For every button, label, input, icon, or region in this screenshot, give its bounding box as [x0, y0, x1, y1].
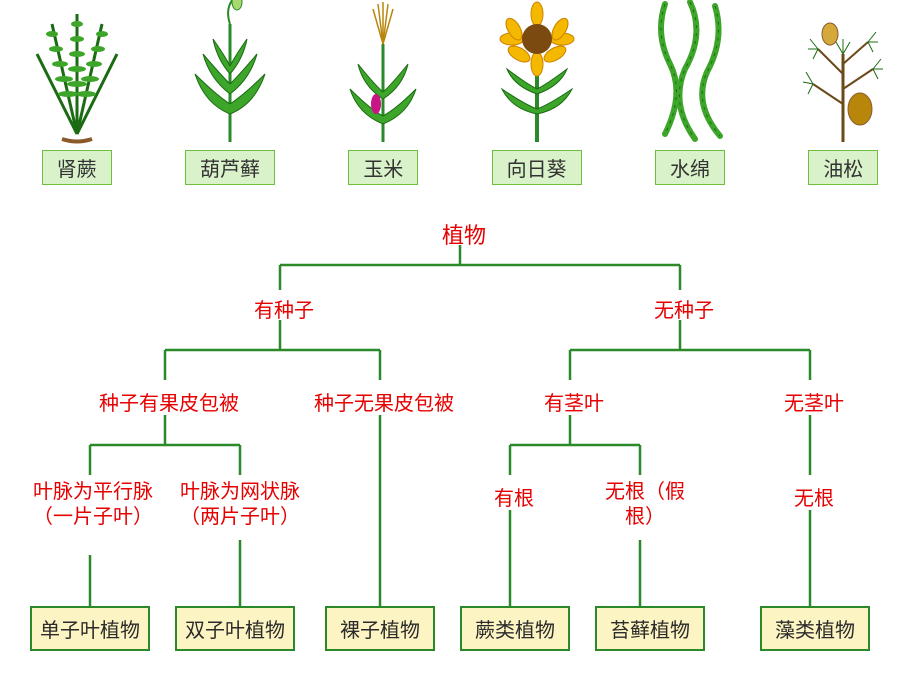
- plant-fern-illustration: [22, 0, 132, 144]
- node-has-seed: 有种子: [250, 292, 318, 325]
- plant-spirogyra: 水绵: [635, 0, 745, 185]
- plant-spirogyra-illustration: [635, 0, 745, 144]
- node-root: 植物: [438, 216, 490, 252]
- plant-pine: 油松: [788, 0, 898, 185]
- node-parallel-vein: 叶脉为平行脉（一片子叶）: [28, 478, 158, 532]
- node-net-vein: 叶脉为网状脉（两片子叶）: [175, 478, 305, 532]
- plant-spirogyra-label: 水绵: [655, 150, 725, 185]
- plant-moss-label: 葫芦藓: [185, 150, 275, 185]
- plant-moss-illustration: [175, 0, 285, 144]
- leaf-dicot: 双子叶植物: [175, 606, 295, 651]
- node-has-stem-leaf: 有茎叶: [540, 385, 608, 418]
- tree-connectors: [0, 190, 920, 660]
- plant-pine-illustration: [788, 0, 898, 144]
- node-no-root: 无根: [790, 480, 838, 513]
- plant-fern-label: 肾蕨: [42, 150, 112, 185]
- node-seed-covered: 种子有果皮包被: [95, 385, 243, 418]
- leaf-gymnosperm: 裸子植物: [325, 606, 435, 651]
- leaf-fern: 蕨类植物: [460, 606, 570, 651]
- plant-fern: 肾蕨: [22, 0, 132, 185]
- classification-tree: 植物 有种子 无种子 种子有果皮包被 种子无果皮包被 有茎叶 无茎叶 叶脉为平行…: [0, 190, 920, 660]
- node-has-root: 有根: [490, 480, 538, 513]
- node-no-seed: 无种子: [650, 292, 718, 325]
- plant-corn-illustration: [328, 0, 438, 144]
- plant-pine-label: 油松: [808, 150, 878, 185]
- plant-sunflower-illustration: [482, 0, 592, 144]
- plants-row: 肾蕨 葫芦藓: [0, 10, 920, 185]
- leaf-algae: 藻类植物: [760, 606, 870, 651]
- node-no-stem-leaf: 无茎叶: [780, 385, 848, 418]
- plant-sunflower-label: 向日葵: [492, 150, 582, 185]
- leaf-monocot: 单子叶植物: [30, 606, 150, 651]
- plant-corn: 玉米: [328, 0, 438, 185]
- plant-sunflower: 向日葵: [482, 0, 592, 185]
- node-seed-naked: 种子无果皮包被: [310, 385, 458, 418]
- plant-corn-label: 玉米: [348, 150, 418, 185]
- plant-moss: 葫芦藓: [175, 0, 285, 185]
- node-no-root-fake: 无根（假根）: [600, 478, 690, 532]
- leaf-moss: 苔藓植物: [595, 606, 705, 651]
